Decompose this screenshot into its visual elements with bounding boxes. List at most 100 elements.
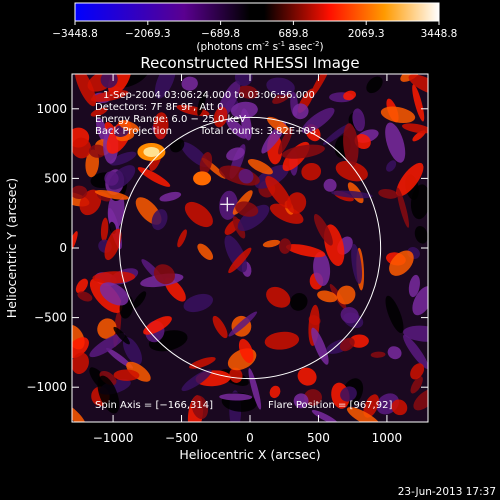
image-blob	[266, 116, 291, 135]
y-tick-label: 0	[59, 241, 67, 255]
image-blob	[104, 228, 122, 261]
annotation-energy: Energy Range: 6.0 − 25.0 keV	[95, 114, 246, 125]
image-blob	[293, 393, 309, 409]
image-blob	[380, 106, 416, 124]
image-blob	[313, 251, 331, 287]
image-blob	[414, 225, 428, 244]
y-tick-label: −500	[34, 311, 67, 325]
image-blob	[235, 201, 259, 217]
image-blob	[339, 337, 355, 352]
image-blob	[212, 315, 228, 339]
image-blob	[286, 244, 326, 258]
image-blob	[247, 159, 273, 175]
footer-date: 23-Jun-2013 17:37	[398, 486, 496, 498]
image-blob	[386, 160, 397, 172]
image-blob	[183, 293, 214, 313]
image-blob	[403, 325, 428, 342]
image-blob	[346, 407, 381, 422]
image-blob	[237, 204, 270, 232]
annotation-method: Back Projection	[95, 126, 172, 137]
image-blob	[240, 108, 252, 141]
colorbar-units: (photons cm-2 s-1 asec-2)	[196, 40, 323, 53]
image-blob	[90, 107, 108, 117]
colorbar-tick-label: 2069.3	[348, 28, 385, 40]
image-blob	[301, 162, 322, 181]
image-blob	[351, 243, 363, 284]
image-blob	[340, 306, 359, 324]
image-blob	[297, 367, 317, 386]
image-blob	[97, 318, 117, 339]
image-blob	[72, 231, 78, 256]
image-blob	[343, 123, 359, 167]
image-blob	[304, 389, 322, 406]
image-blob	[385, 122, 406, 163]
x-tick-label: −1000	[93, 431, 134, 445]
image-blob	[389, 250, 414, 276]
image-blob	[153, 264, 175, 285]
image-blob	[226, 147, 245, 161]
image-blob	[88, 144, 106, 158]
image-blob	[391, 399, 408, 416]
image-blob	[340, 386, 357, 402]
colorbar: −3448.8 −2069.3 −689.8 689.8 2069.3 3448.8 (p…	[52, 2, 457, 53]
image-blob	[74, 74, 97, 107]
colorbar-tick-label: 689.8	[278, 28, 308, 40]
x-tick-label: 1000	[372, 431, 403, 445]
image-blob	[199, 152, 213, 175]
annotation-detectors: Detectors: 7F 8F 9F, Att 0	[95, 102, 223, 113]
image-blob	[286, 192, 307, 214]
image-blob	[189, 357, 216, 369]
y-tick-label: 500	[44, 171, 67, 185]
colorbar-tick-label: −689.8	[201, 28, 240, 40]
image-blob	[72, 403, 86, 422]
image-blob	[226, 118, 248, 139]
x-tick-label: 0	[246, 431, 254, 445]
image-blob	[238, 338, 254, 364]
image-blob	[396, 162, 424, 197]
image-blob	[90, 90, 129, 102]
image-blob	[107, 190, 125, 229]
image-blob	[335, 160, 368, 182]
image-blob	[343, 90, 356, 101]
secondary-source	[193, 171, 212, 186]
image-blob	[352, 108, 365, 132]
image-blob	[213, 106, 228, 128]
image-blob	[72, 137, 92, 159]
image-blob	[113, 326, 130, 345]
image-blob	[89, 333, 126, 358]
image-blob	[278, 238, 292, 254]
image-blob	[366, 76, 383, 94]
image-blob	[75, 278, 88, 294]
image-blob	[181, 369, 212, 392]
image-blob	[234, 74, 253, 87]
image-blob	[151, 209, 168, 231]
image-blob	[153, 112, 169, 140]
image-blob	[264, 331, 300, 350]
image-blob	[97, 375, 120, 414]
y-tick-label: 1000	[36, 102, 67, 116]
image-blob	[292, 103, 309, 120]
image-blob	[72, 352, 89, 375]
image-blob	[408, 274, 420, 298]
image-blob	[132, 291, 147, 309]
image-blob	[354, 133, 371, 150]
spin-axis-marker	[220, 197, 235, 212]
image-blob	[126, 361, 151, 382]
image-blob	[331, 190, 373, 199]
image-blob	[413, 388, 428, 411]
image-blob	[72, 337, 89, 359]
image-blob	[410, 376, 423, 394]
image-blob	[113, 369, 140, 381]
image-blob	[107, 74, 132, 95]
image-blob	[311, 410, 339, 422]
colorbar-tick-label: −2069.3	[125, 28, 171, 40]
image-blob	[104, 171, 119, 186]
chart-title: Reconstructed RHESSI Image	[140, 54, 359, 72]
image-blob	[266, 286, 291, 308]
image-blob	[181, 76, 198, 91]
image-blob	[349, 334, 369, 348]
colorbar-gradient	[74, 2, 440, 22]
image-blob	[109, 151, 137, 166]
image-blob	[336, 285, 356, 305]
image-blob	[402, 123, 428, 134]
